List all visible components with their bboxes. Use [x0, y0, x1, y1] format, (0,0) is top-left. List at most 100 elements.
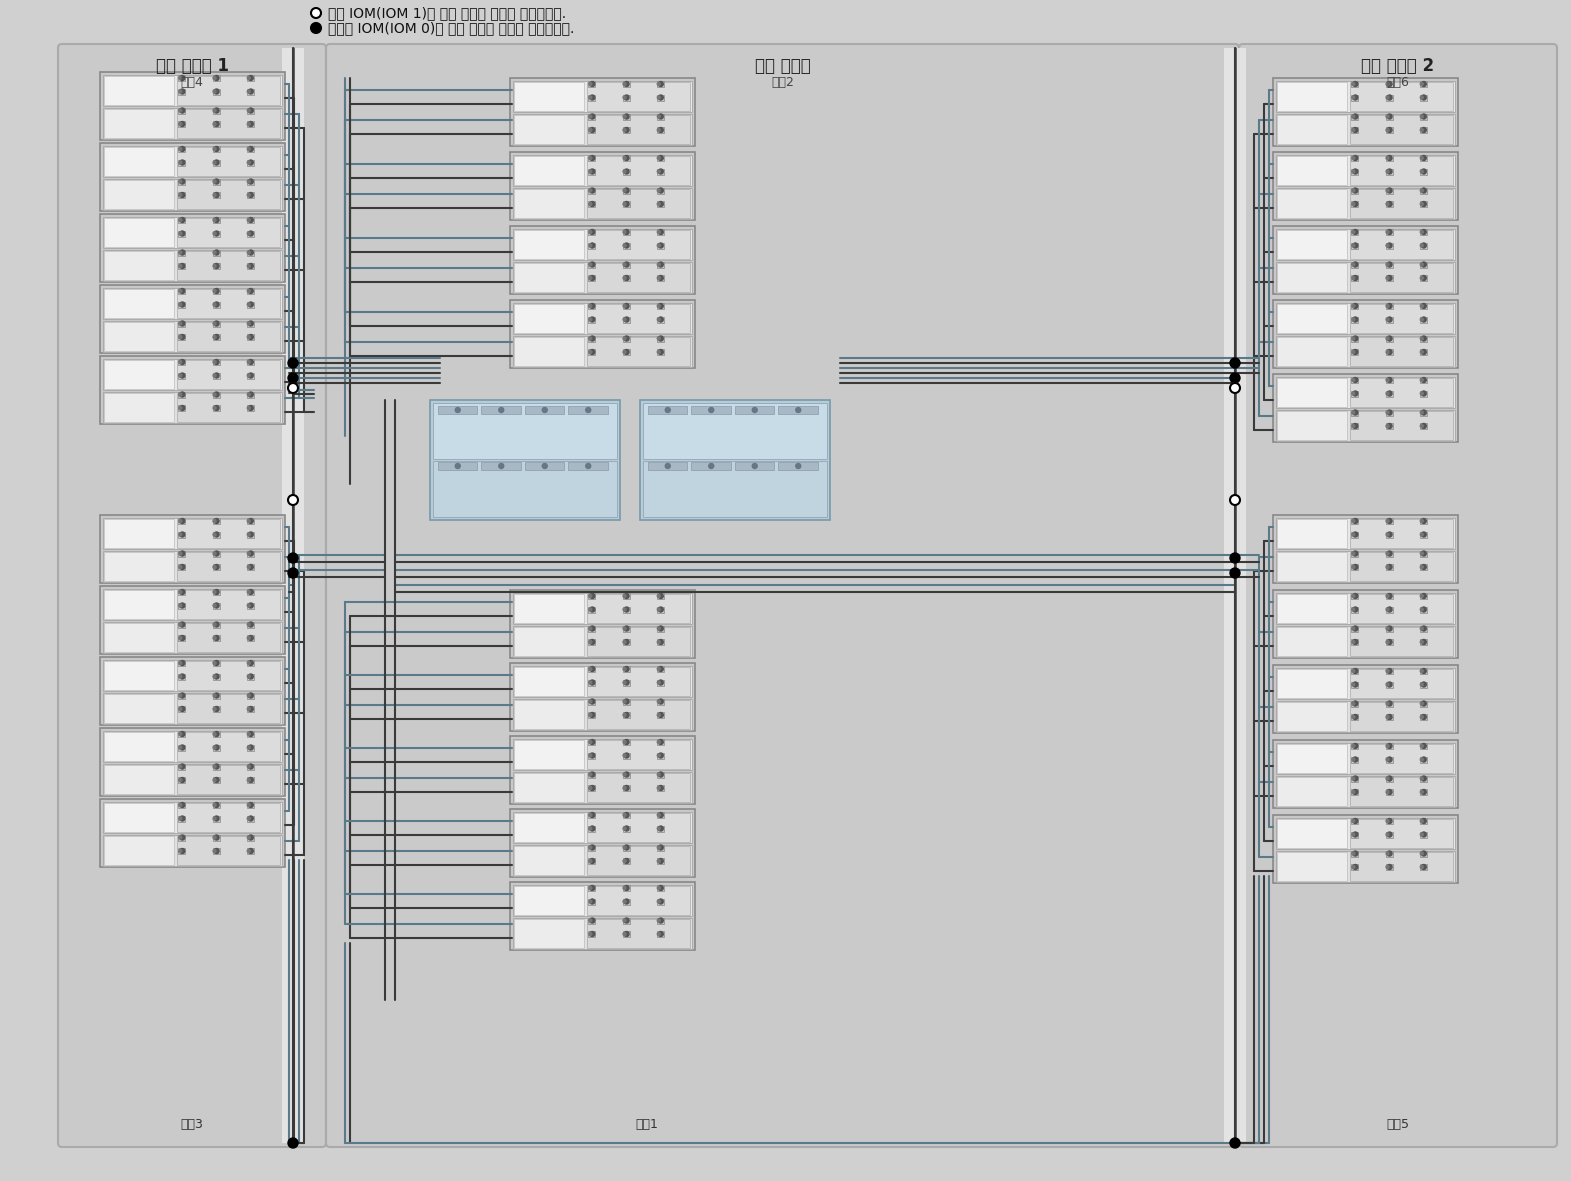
Bar: [514, 919, 584, 947]
Bar: [1277, 518, 1348, 548]
Bar: [1351, 700, 1359, 706]
Circle shape: [1420, 640, 1423, 644]
Bar: [104, 288, 283, 319]
Circle shape: [1353, 229, 1357, 235]
Circle shape: [1351, 351, 1354, 353]
Circle shape: [1387, 552, 1392, 556]
Circle shape: [1386, 305, 1389, 307]
Bar: [588, 899, 595, 905]
Bar: [622, 712, 630, 718]
Circle shape: [1422, 378, 1426, 383]
Circle shape: [624, 594, 628, 599]
Bar: [178, 320, 185, 326]
Bar: [178, 550, 185, 556]
Bar: [1386, 261, 1392, 268]
Circle shape: [248, 764, 253, 769]
Bar: [622, 844, 630, 850]
Bar: [514, 261, 691, 293]
Circle shape: [179, 123, 182, 125]
Bar: [178, 217, 185, 223]
Circle shape: [624, 318, 625, 321]
Circle shape: [247, 803, 250, 807]
FancyBboxPatch shape: [58, 44, 327, 1147]
Bar: [1273, 374, 1458, 442]
Bar: [1351, 304, 1453, 333]
Circle shape: [179, 635, 185, 640]
Bar: [657, 679, 665, 685]
Bar: [1276, 155, 1455, 185]
Bar: [1351, 113, 1359, 119]
Bar: [178, 660, 185, 666]
Circle shape: [248, 603, 253, 608]
Bar: [178, 732, 280, 761]
Circle shape: [1387, 350, 1392, 354]
Circle shape: [589, 900, 592, 903]
Circle shape: [214, 707, 217, 711]
Circle shape: [624, 188, 628, 193]
Bar: [1277, 189, 1348, 217]
Circle shape: [1420, 202, 1423, 205]
Bar: [178, 120, 185, 128]
Circle shape: [1386, 640, 1389, 644]
Bar: [1276, 410, 1455, 441]
Circle shape: [1351, 129, 1354, 131]
Circle shape: [179, 552, 185, 556]
Circle shape: [247, 603, 250, 607]
Bar: [514, 844, 691, 875]
Circle shape: [247, 180, 250, 183]
Circle shape: [624, 787, 625, 790]
Bar: [514, 699, 584, 729]
Bar: [622, 261, 630, 268]
Bar: [1386, 565, 1392, 570]
Bar: [1386, 550, 1392, 556]
Bar: [104, 109, 174, 137]
Circle shape: [1351, 83, 1354, 85]
Bar: [430, 400, 621, 520]
Circle shape: [214, 334, 218, 339]
Circle shape: [247, 520, 250, 522]
Bar: [1386, 626, 1392, 632]
Circle shape: [311, 22, 320, 33]
Bar: [1273, 740, 1458, 808]
Circle shape: [1353, 304, 1357, 308]
Bar: [588, 698, 595, 705]
Bar: [178, 76, 280, 105]
Circle shape: [214, 589, 218, 594]
Circle shape: [247, 694, 250, 697]
Circle shape: [214, 635, 218, 640]
Bar: [178, 301, 185, 307]
Bar: [178, 602, 185, 608]
Circle shape: [589, 918, 595, 924]
Circle shape: [1420, 670, 1423, 672]
Circle shape: [179, 109, 182, 112]
Bar: [1386, 350, 1392, 355]
Circle shape: [214, 146, 218, 151]
Circle shape: [1387, 715, 1392, 719]
Bar: [588, 128, 595, 133]
Circle shape: [1351, 716, 1354, 718]
Circle shape: [624, 713, 625, 717]
Bar: [1386, 188, 1392, 194]
Bar: [212, 635, 220, 641]
Bar: [1420, 113, 1426, 119]
Bar: [212, 334, 220, 340]
Circle shape: [1387, 864, 1392, 869]
Circle shape: [179, 590, 182, 594]
Circle shape: [1387, 156, 1392, 161]
Circle shape: [589, 886, 595, 890]
Bar: [1386, 81, 1392, 87]
Bar: [622, 679, 630, 685]
Bar: [647, 462, 688, 470]
Bar: [178, 673, 185, 679]
Bar: [178, 706, 185, 712]
Circle shape: [1387, 518, 1392, 523]
Bar: [178, 692, 185, 698]
Circle shape: [247, 289, 250, 293]
Bar: [588, 81, 595, 87]
Bar: [212, 802, 220, 808]
Circle shape: [1351, 533, 1354, 536]
Circle shape: [624, 262, 628, 267]
Bar: [622, 739, 630, 745]
Bar: [212, 744, 220, 750]
Bar: [588, 712, 595, 718]
